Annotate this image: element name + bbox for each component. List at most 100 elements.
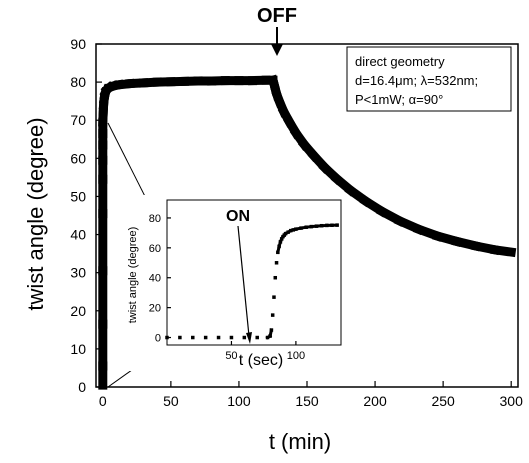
main-data-point	[104, 87, 110, 93]
inset-data-point	[276, 250, 280, 255]
main-data-point	[363, 198, 369, 204]
inset-y-tick-label: 40	[149, 273, 161, 285]
main-x-axis-label: t (min)	[269, 429, 331, 454]
main-data-point	[127, 81, 133, 87]
main-data-point	[416, 226, 422, 232]
main-y-tick-label: 60	[70, 150, 86, 166]
main-data-point	[250, 78, 256, 84]
legend-line-1: direct geometry	[355, 54, 445, 69]
main-y-tick-label: 50	[70, 188, 86, 204]
main-data-point	[168, 79, 174, 85]
main-y-axis-label: twist angle (degree)	[23, 117, 48, 310]
inset-data-point	[270, 313, 275, 317]
inset-data-point	[216, 335, 221, 340]
inset-data-point	[309, 224, 314, 229]
main-y-tick-label: 80	[70, 74, 86, 90]
inset-background	[112, 195, 347, 371]
main-data-point	[454, 238, 460, 244]
main-y-tick-label: 30	[70, 265, 86, 281]
inset-data-point	[191, 335, 195, 340]
inset-data-point	[286, 230, 290, 234]
off-label: OFF	[257, 5, 297, 27]
off-annotation: OFF	[257, 5, 297, 56]
inset-data-point	[273, 275, 278, 280]
inset-y-ticks: 0 20 40 60 80	[149, 213, 171, 345]
inset-x-tick-label: 100	[287, 350, 305, 362]
inset-y-tick-label: 80	[149, 213, 161, 225]
inset-data-point	[291, 228, 296, 232]
main-x-tick-label: 250	[431, 393, 455, 409]
inset-data-point	[304, 225, 308, 229]
main-x-tick-label: 300	[500, 393, 524, 409]
inset-data-point	[283, 231, 288, 236]
main-data-point	[195, 78, 201, 84]
main-data-point	[301, 142, 307, 148]
main-data-point	[101, 96, 107, 102]
inset-data-point	[242, 335, 247, 340]
off-arrow-head	[271, 44, 283, 56]
inset-series	[165, 223, 339, 340]
main-data-point	[281, 109, 287, 115]
inset-data-point	[272, 295, 276, 299]
main-y-tick-label: 70	[70, 112, 86, 128]
legend-line-2: d=16.4μm; λ=532nm;	[355, 73, 478, 88]
main-data-point	[116, 82, 122, 88]
main-data-point	[100, 157, 106, 163]
main-data-point	[100, 142, 106, 148]
main-y-tick-label: 10	[70, 341, 86, 357]
main-data-point	[322, 164, 328, 170]
on-arrow-head	[246, 332, 252, 344]
main-x-tick-label: 0	[99, 393, 107, 409]
inset-y-tick-label: 60	[149, 243, 161, 255]
inset-data-point	[335, 223, 339, 227]
inset-y-axis-label: twist angle (degree)	[127, 227, 139, 324]
main-data-point	[286, 119, 292, 125]
main-data-point	[435, 233, 441, 239]
main-data-point	[100, 382, 106, 388]
main-data-point	[222, 78, 228, 84]
inset-data-point	[294, 227, 298, 231]
inset-data-point	[319, 223, 324, 228]
inset-data-point	[277, 244, 281, 249]
main-data-point	[263, 77, 269, 83]
main-y-tick-label: 40	[70, 227, 86, 243]
main-data-point	[154, 79, 160, 85]
main-data-point	[102, 92, 108, 98]
main-data-point	[273, 87, 279, 93]
main-y-tick-label: 0	[78, 379, 86, 395]
main-y-tick-label: 20	[70, 303, 86, 319]
inset-plot: 50 100 0 20 40 60 80 t (sec) twist angle (deg…	[112, 195, 347, 371]
main-data-point	[274, 92, 280, 98]
main-data-point	[271, 82, 277, 88]
main-data-point	[100, 131, 106, 137]
main-data-point	[348, 187, 354, 193]
main-trace-segment	[489, 244, 517, 258]
main-series	[98, 74, 517, 390]
inset-x-ticks: 50 100	[225, 341, 305, 362]
inset-data-point	[325, 223, 329, 228]
main-data-point	[379, 208, 385, 214]
legend-box: direct geometry d=16.4μm; λ=532nm; P<1mW…	[346, 46, 512, 112]
main-data-point	[508, 249, 514, 255]
inset-data-point	[255, 335, 259, 340]
main-data-point	[181, 78, 187, 84]
main-data-point	[293, 130, 299, 136]
inset-data-point	[165, 335, 169, 340]
main-x-tick-label: 200	[363, 393, 387, 409]
main-data-point	[473, 243, 479, 249]
main-data-point	[397, 218, 403, 224]
main-data-point	[236, 78, 242, 84]
main-data-point	[111, 83, 117, 89]
main-data-point	[311, 153, 317, 159]
main-data-point	[103, 89, 109, 95]
main-data-point	[209, 78, 215, 84]
inset-data-point	[274, 261, 279, 265]
inset-data-point	[203, 335, 208, 340]
legend-line-3: P<1mW; α=90°	[355, 92, 443, 107]
legend-frame	[346, 46, 512, 112]
inset-data-point	[268, 334, 272, 338]
main-data-point	[492, 247, 498, 253]
main-data-point	[270, 77, 276, 83]
inset-x-tick-label: 50	[225, 350, 237, 362]
